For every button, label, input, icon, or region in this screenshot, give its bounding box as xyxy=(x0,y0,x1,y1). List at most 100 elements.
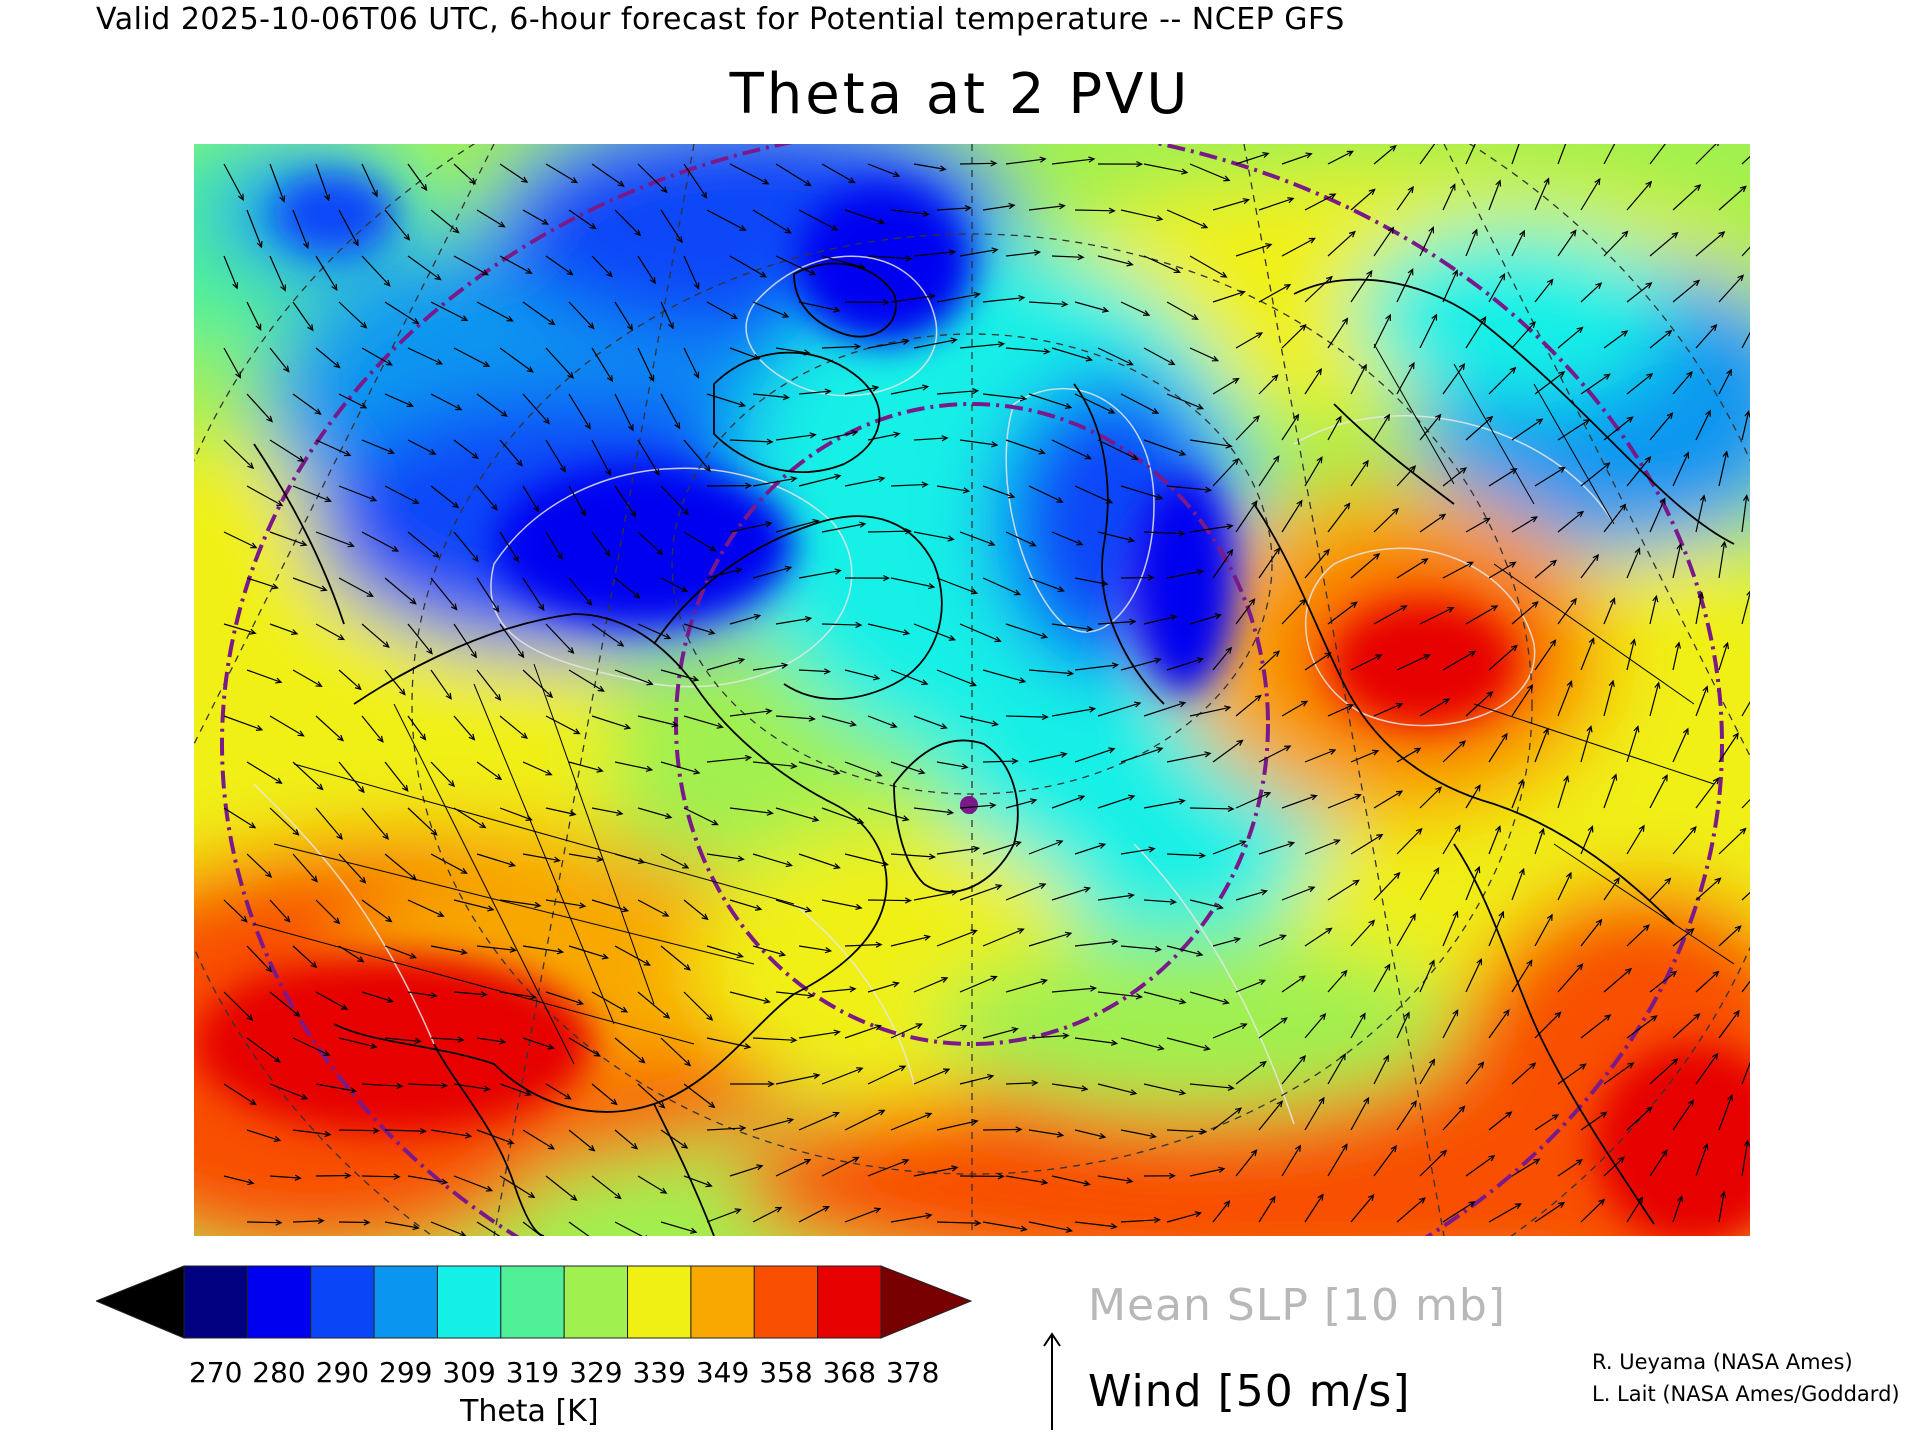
wind-vector xyxy=(1097,439,1139,460)
wind-vector xyxy=(982,202,1016,211)
wind-vector xyxy=(913,889,959,901)
wind-vector xyxy=(798,1111,840,1131)
wind-vector xyxy=(315,623,346,641)
wind-vector xyxy=(1212,548,1234,579)
wind-vector xyxy=(1189,255,1228,278)
wind-vector xyxy=(867,897,912,904)
wind-vector xyxy=(1534,1201,1566,1223)
wind-vector xyxy=(338,485,378,502)
wind-vector xyxy=(430,393,463,411)
wind-vector xyxy=(1074,662,1120,671)
wind-vector xyxy=(1419,786,1443,809)
wind-vector xyxy=(1143,163,1189,175)
wind-vector xyxy=(292,1037,331,1056)
wind-vector xyxy=(752,761,798,770)
wind-vector xyxy=(1189,991,1230,1005)
wind-vector xyxy=(1373,413,1391,441)
wind-vector xyxy=(246,393,273,423)
wind-vector xyxy=(1235,243,1273,257)
wind-vector xyxy=(982,928,1025,947)
wind-vector xyxy=(982,485,1016,499)
wind-vector xyxy=(1373,963,1391,993)
wind-vector xyxy=(1005,156,1047,165)
wind-vector xyxy=(1166,751,1212,763)
wind-vector xyxy=(1166,568,1205,579)
wind-vector xyxy=(1327,969,1348,993)
wind-vector xyxy=(499,1175,536,1199)
wind-vector xyxy=(1028,393,1073,409)
wind-vector xyxy=(338,761,365,794)
wind-vector xyxy=(683,1175,713,1188)
wind-vector xyxy=(1327,879,1360,901)
wind-vector xyxy=(1534,827,1545,855)
wind-vector xyxy=(1718,368,1732,395)
wind-vector xyxy=(1419,959,1435,993)
colorbar-over-triangle xyxy=(880,1265,973,1339)
wind-vector xyxy=(1028,1032,1070,1039)
wind-vector xyxy=(591,163,625,187)
wind-vector xyxy=(1281,700,1309,717)
wind-vector xyxy=(361,807,390,840)
wind-vector xyxy=(1741,246,1750,257)
wind-vector xyxy=(1143,701,1187,717)
wind-vector xyxy=(453,991,488,998)
wind-vector xyxy=(591,347,614,383)
wind-vector xyxy=(246,485,284,507)
wind-vector xyxy=(1649,681,1661,717)
wind-vector xyxy=(1212,377,1240,395)
wind-vector xyxy=(798,668,832,675)
wind-vector xyxy=(844,1207,882,1223)
wind-vector xyxy=(1212,646,1233,671)
wind-vector xyxy=(1235,152,1270,165)
wind-vector xyxy=(1695,877,1722,901)
colorbar-bin xyxy=(627,1265,692,1339)
wind-vector xyxy=(499,715,528,740)
wind-vector xyxy=(1212,458,1240,487)
colorbar-tick-label: 358 xyxy=(759,1356,813,1389)
wind-vector xyxy=(522,393,550,425)
wind-vector xyxy=(936,1219,982,1227)
wind-vector xyxy=(1511,516,1538,533)
wind-vector xyxy=(223,715,264,731)
wind-vector xyxy=(1626,1015,1658,1039)
wind-vector xyxy=(1488,910,1505,947)
wind-vector xyxy=(1442,824,1461,855)
wind-vector xyxy=(1304,456,1323,487)
wind-vector xyxy=(292,761,324,791)
wind-vector xyxy=(1557,597,1577,625)
wind-vector xyxy=(614,393,634,432)
wind-vector xyxy=(522,485,540,513)
wind-vector xyxy=(1419,144,1439,165)
wind-vector xyxy=(1603,330,1629,349)
wind-vector xyxy=(1281,794,1318,809)
wind-vector xyxy=(821,343,862,350)
wind-vector xyxy=(1649,497,1666,533)
wind-vector xyxy=(913,435,949,442)
wind-vector xyxy=(568,853,604,863)
wind-vector xyxy=(568,209,597,230)
wind-vector xyxy=(1488,468,1518,487)
wind-vector xyxy=(499,347,534,373)
wind-vector xyxy=(499,1083,532,1097)
wind-vector xyxy=(1580,1198,1606,1223)
wind-vector xyxy=(1741,1139,1750,1177)
wind-vector xyxy=(1603,679,1615,717)
wind-vector xyxy=(1511,684,1534,717)
wind-vector xyxy=(1626,180,1653,211)
wind-vector xyxy=(1005,978,1048,993)
wind-vector xyxy=(384,761,409,792)
wind-vector xyxy=(1235,792,1272,809)
colorbar-tick-label: 280 xyxy=(252,1356,306,1389)
wind-vector xyxy=(1718,732,1739,763)
wind-vector xyxy=(476,853,516,868)
wind-vector xyxy=(637,255,656,285)
wind-vector xyxy=(1465,228,1478,257)
wind-vector xyxy=(499,255,533,274)
wind-vector xyxy=(890,577,936,590)
wind-vector xyxy=(1488,825,1501,855)
wind-vector xyxy=(821,899,863,911)
wind-vector xyxy=(1718,274,1745,303)
wind-vector xyxy=(1396,465,1417,487)
wind-vector xyxy=(1304,748,1337,763)
wind-vector xyxy=(246,209,263,249)
